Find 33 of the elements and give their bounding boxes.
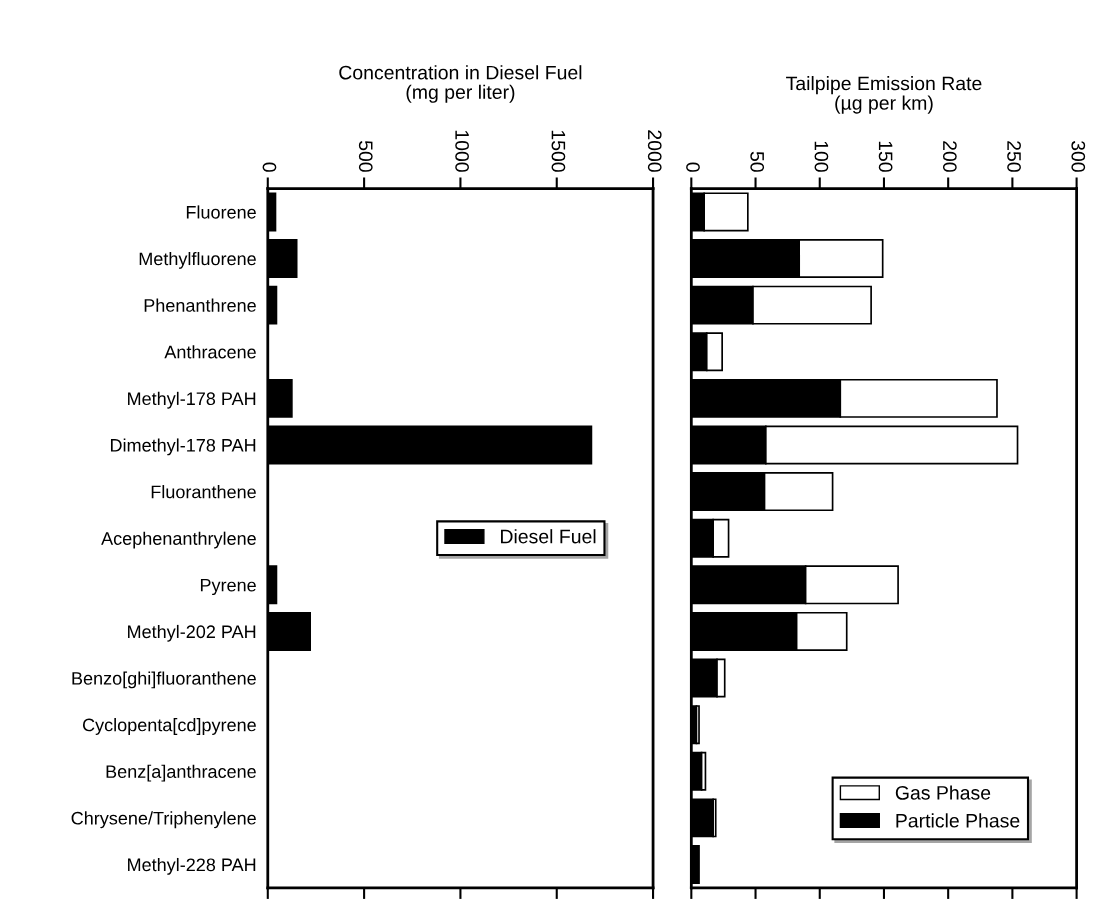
x-tick-label: 150	[878, 141, 893, 172]
x-tick-label: 0	[686, 162, 700, 172]
x-tick-label: 500	[358, 140, 373, 172]
y-tick-label: Pyrene	[200, 578, 256, 596]
y-tick-label: Phenanthrene	[144, 298, 256, 312]
y-tick-label: Benzo[ghi]fluoranthene	[72, 671, 256, 689]
y-tick-label: Methyl-228 PAH	[128, 857, 256, 875]
x-tick-label: 2000	[647, 130, 662, 172]
x-axis-title: Tailpipe Emission Rate (µg per km)	[786, 76, 982, 114]
y-tick-label: Anthracene	[164, 345, 256, 359]
x-tick-label: 1500	[551, 130, 566, 172]
x-tick-label: 300	[1071, 140, 1086, 172]
x-tick-label: 0	[262, 162, 277, 172]
legend-label: Gas Phase	[895, 785, 991, 800]
x-tick-label: 100	[814, 141, 829, 172]
x-axis-title: Concentration in Diesel Fuel (mg per liter)	[339, 65, 582, 103]
y-tick-label: Methyl-202 PAH	[128, 624, 256, 642]
bar	[695, 705, 700, 745]
y-tick-label: Methyl-178 PAH	[128, 391, 256, 409]
legend-label: Diesel Fuel	[501, 529, 596, 544]
x-tick-label: 50	[750, 151, 765, 172]
y-tick-label: Fluoranthene	[151, 485, 256, 499]
y-tick-label: Chrysene/Triphenylene	[71, 811, 256, 829]
y-tick-label: Fluorene	[186, 205, 256, 219]
y-tick-label: Acephenanthrylene	[101, 531, 256, 549]
y-tick-label: Benz[a]anthracene	[106, 764, 256, 782]
y-tick-label: Methylfluorene	[139, 251, 256, 269]
y-tick-label: Dimethyl-178 PAH	[110, 438, 256, 456]
legend-label: Particle Phase	[896, 813, 1020, 828]
x-tick-label: 250	[1007, 141, 1021, 172]
x-tick-label: 200	[942, 141, 957, 172]
y-tick-label: Cyclopenta[cd]pyrene	[82, 718, 256, 735]
x-tick-label: 1000	[455, 130, 469, 172]
